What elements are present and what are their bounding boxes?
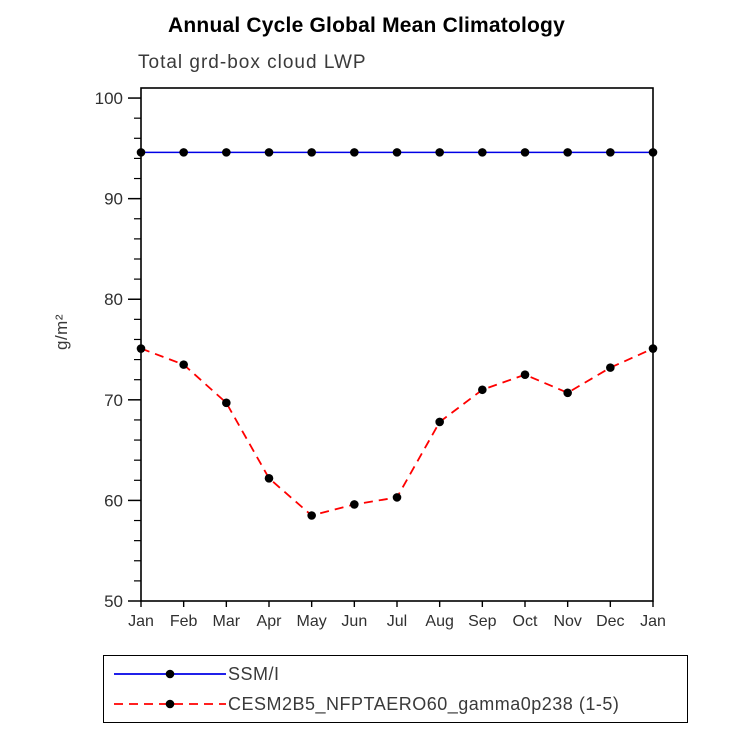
data-point — [307, 511, 316, 520]
x-tick-label: Aug — [425, 613, 453, 630]
data-point — [222, 148, 231, 157]
y-tick-label: 60 — [104, 491, 123, 510]
legend-swatch-cesm — [114, 699, 226, 709]
x-tick-label: Jan — [128, 613, 154, 630]
y-tick-label: 80 — [104, 290, 123, 309]
series-line-1 — [140, 347, 654, 517]
x-tick-label: Feb — [170, 613, 198, 630]
data-point — [435, 148, 444, 157]
x-tick-label: Apr — [257, 613, 283, 630]
data-point — [264, 148, 274, 157]
y-tick-label: 100 — [95, 89, 123, 108]
data-point — [392, 493, 402, 502]
x-tick-label: Nov — [553, 613, 581, 630]
data-point — [648, 148, 658, 157]
data-point — [563, 148, 572, 157]
legend: SSM/I CESM2B5_NFPTAERO60_gamma0p238 (1-5… — [103, 655, 688, 723]
y-tick-label: 90 — [104, 190, 123, 209]
x-tick-label: Oct — [513, 613, 538, 630]
x-tick-label: Dec — [596, 613, 624, 630]
legend-marker-0 — [165, 669, 175, 679]
data-point — [606, 363, 615, 372]
chart-subtitle: Total grd-box cloud LWP — [138, 52, 367, 73]
data-point — [520, 370, 530, 379]
data-point — [350, 148, 359, 157]
data-point — [136, 148, 146, 157]
legend-label-ssmi: SSM/I — [228, 663, 280, 684]
x-tick-label: May — [297, 613, 327, 630]
data-point — [179, 148, 188, 157]
data-point — [478, 385, 487, 395]
data-point — [520, 148, 530, 157]
plot-frame — [140, 87, 654, 602]
legend-swatch-ssmi — [114, 669, 226, 679]
y-axis-label: g/m² — [52, 314, 71, 350]
chart-title: Annual Cycle Global Mean Climatology — [168, 14, 565, 37]
y-tick-label: 70 — [104, 391, 123, 410]
data-point — [648, 344, 658, 353]
data-point — [136, 344, 146, 353]
data-point — [563, 388, 572, 398]
data-point — [606, 148, 615, 157]
data-point — [179, 360, 188, 369]
data-point — [478, 148, 487, 157]
x-tick-label: Sep — [468, 613, 497, 630]
data-point — [435, 417, 444, 427]
x-tick-label: Mar — [213, 613, 241, 630]
data-point — [264, 473, 274, 483]
data-point — [350, 500, 359, 509]
data-point — [392, 148, 402, 157]
data-point — [222, 398, 231, 408]
legend-label-cesm: CESM2B5_NFPTAERO60_gamma0p238 (1-5) — [228, 693, 620, 714]
legend-item-ssmi: SSM/I — [112, 660, 687, 689]
data-point — [307, 148, 316, 157]
x-tick-label: Jul — [387, 613, 407, 630]
legend-marker-1 — [165, 699, 175, 709]
x-tick-label: Jan — [640, 613, 666, 630]
x-tick-label: Jun — [341, 613, 367, 630]
legend-item-cesm: CESM2B5_NFPTAERO60_gamma0p238 (1-5) — [112, 690, 687, 719]
y-tick-label: 50 — [104, 592, 123, 611]
